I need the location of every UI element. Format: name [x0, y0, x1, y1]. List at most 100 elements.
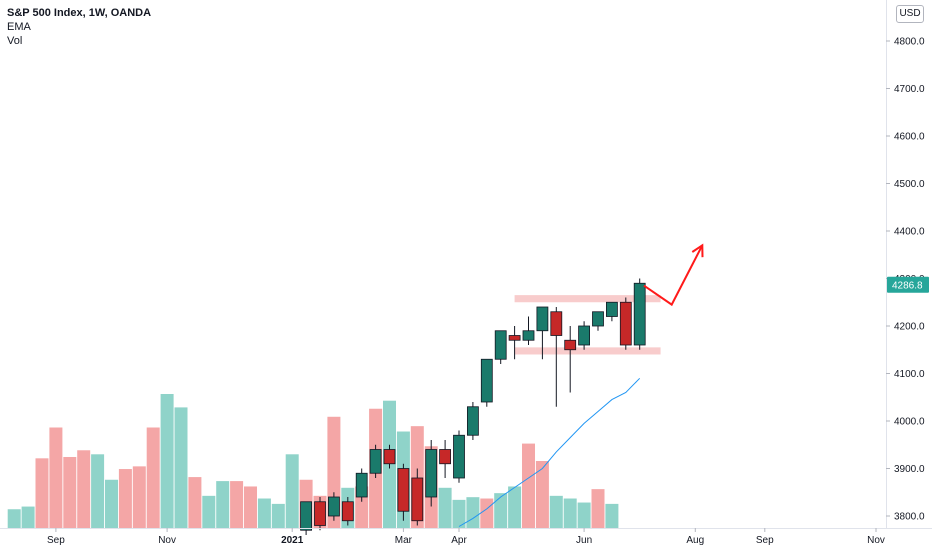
candle-down[interactable]	[341, 497, 354, 526]
volume-bar	[91, 454, 105, 528]
candle-up[interactable]	[578, 321, 590, 350]
projection-arrow-line[interactable]	[643, 244, 704, 307]
candle-up[interactable]	[633, 278, 646, 350]
volume-bar	[466, 497, 480, 528]
ema-layer	[458, 377, 641, 527]
price-tag-box	[887, 276, 929, 293]
candle-up[interactable]	[327, 492, 340, 521]
candle-body	[369, 449, 382, 474]
candle-body	[314, 501, 326, 526]
candle-down[interactable]	[411, 468, 424, 526]
candle-up[interactable]	[369, 444, 382, 478]
volume-bar	[480, 498, 494, 528]
volume-bar	[105, 479, 118, 528]
candle-body	[578, 325, 590, 346]
y-tick-label: 3900.0	[894, 464, 925, 475]
chart-legend: S&P 500 Index, 1W, OANDA EMA Vol	[7, 6, 151, 48]
current-price-tag: 4286.8	[887, 276, 929, 293]
candle-down[interactable]	[550, 307, 563, 407]
candle-body	[411, 477, 424, 522]
volume-bar	[7, 509, 21, 528]
candle-down[interactable]	[564, 326, 577, 393]
y-tick-label: 4800.0	[894, 37, 925, 48]
volume-bar	[549, 495, 563, 528]
candle-up[interactable]	[355, 468, 368, 502]
volume-bar	[216, 481, 230, 528]
x-tick-label: Nov	[867, 535, 885, 546]
y-tick-label: 4500.0	[894, 179, 925, 190]
candle-up[interactable]	[466, 402, 479, 440]
volume-bar	[257, 498, 271, 528]
zone-layer	[514, 295, 661, 355]
candle-body	[633, 282, 646, 346]
volume-bar	[508, 486, 522, 528]
x-tick-label: Aug	[686, 535, 704, 546]
candle-layer	[300, 278, 646, 535]
y-tick-label: 4700.0	[894, 84, 925, 95]
candle-up[interactable]	[494, 330, 507, 364]
ema-line[interactable]	[458, 377, 641, 527]
candle-body	[480, 358, 493, 403]
y-tick-label: 4200.0	[894, 322, 925, 333]
candle-body	[355, 472, 368, 498]
resistance-zone[interactable]	[514, 295, 661, 303]
price-tag-label: 4286.8	[892, 280, 923, 291]
y-tick-label: 3800.0	[894, 512, 925, 523]
volume-bar	[188, 477, 202, 528]
candle-up[interactable]	[522, 316, 535, 346]
volume-bar	[118, 469, 132, 528]
volume-bar	[522, 443, 535, 528]
x-tick-label: Jun	[576, 535, 592, 546]
candle-body	[508, 335, 521, 341]
volume-bar	[202, 495, 216, 528]
volume-bar	[49, 427, 63, 528]
volume-bar	[21, 506, 35, 528]
candle-down[interactable]	[383, 444, 396, 469]
x-axis: Sep Nov 2021 Mar Apr Jun Aug Sep Nov	[47, 528, 885, 546]
candle-up[interactable]	[453, 430, 465, 483]
candle-body	[341, 501, 354, 522]
candle-body	[425, 449, 438, 498]
volume-bar	[230, 481, 244, 528]
volume-bar	[132, 466, 146, 528]
support-zone[interactable]	[514, 347, 661, 355]
volume-bar	[63, 456, 77, 528]
y-tick-label: 4100.0	[894, 369, 925, 380]
candle-up[interactable]	[480, 358, 493, 407]
candle-down[interactable]	[314, 497, 326, 531]
candle-body	[592, 311, 604, 327]
candle-body	[466, 406, 479, 436]
volume-bar	[271, 503, 285, 528]
x-tick-label: Nov	[158, 535, 176, 546]
volume-bar	[35, 458, 49, 528]
candle-down[interactable]	[439, 440, 452, 478]
volume-bar	[160, 394, 174, 528]
y-tick-label: 4400.0	[894, 227, 925, 238]
volume-bar	[591, 489, 605, 528]
volume-indicator-label[interactable]: Vol	[7, 35, 23, 47]
candle-down[interactable]	[619, 297, 632, 350]
ema-indicator-label[interactable]: EMA	[7, 21, 31, 33]
x-tick-label: Apr	[451, 535, 467, 546]
symbol-title[interactable]: S&P 500 Index, 1W, OANDA	[7, 7, 152, 19]
candle-up[interactable]	[592, 311, 604, 331]
candle-body	[397, 468, 410, 512]
volume-bar	[244, 486, 257, 528]
candle-body	[564, 339, 577, 351]
volume-bar	[535, 461, 549, 528]
volume-bar	[605, 503, 619, 528]
candle-down[interactable]	[508, 326, 521, 360]
candle-up[interactable]	[425, 440, 438, 507]
x-tick-label: 2021	[281, 535, 304, 546]
candle-body	[536, 306, 549, 332]
candle-body	[550, 311, 563, 336]
projection-layer	[643, 243, 704, 307]
candle-up[interactable]	[536, 306, 549, 360]
currency-button[interactable]: USD	[896, 5, 924, 23]
candle-up[interactable]	[300, 501, 313, 535]
candle-up[interactable]	[606, 301, 618, 322]
volume-bar	[438, 487, 452, 528]
volume-bar	[577, 502, 591, 528]
candle-down[interactable]	[397, 463, 410, 521]
